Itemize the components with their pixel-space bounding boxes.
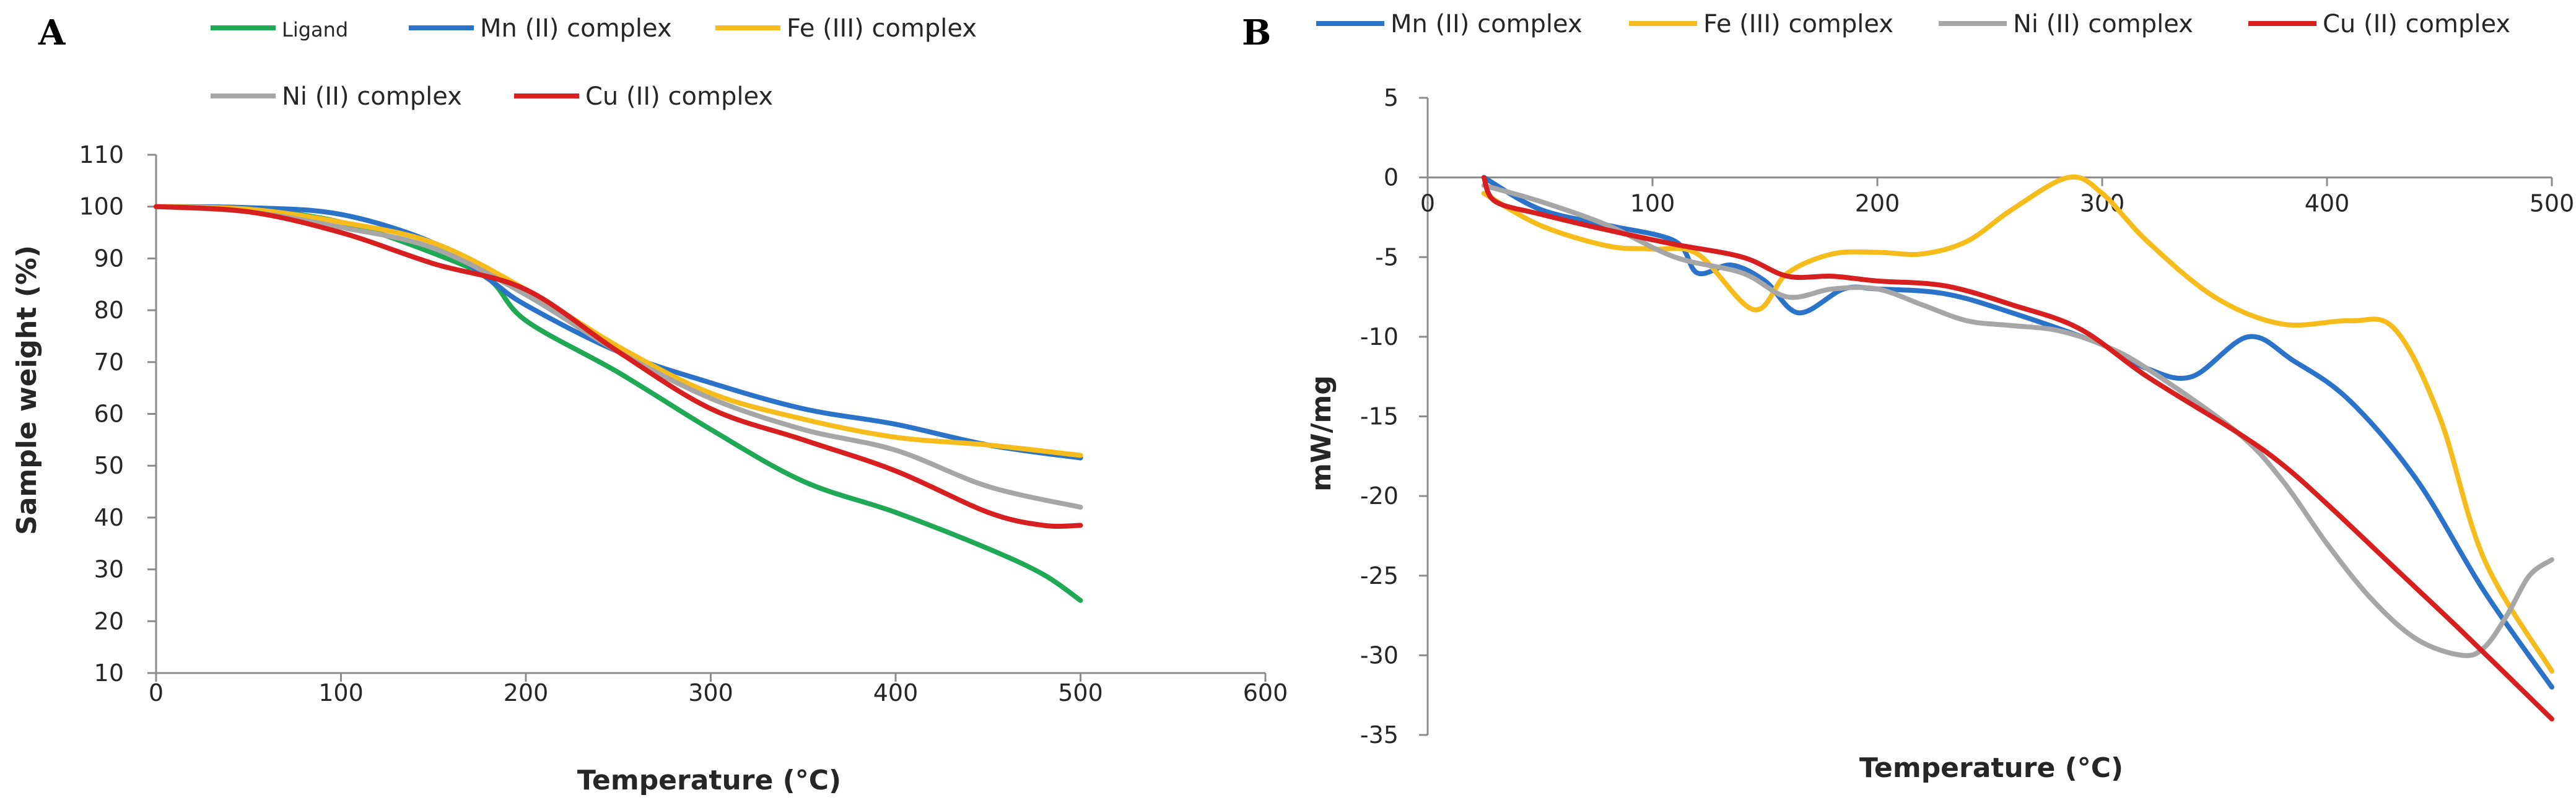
panel-b-x-label: Temperature (°C): [1859, 752, 2123, 784]
a-y-tick-label: 60: [94, 401, 124, 428]
a-legend-label-ligand: Ligand: [282, 18, 348, 41]
a-y-tick-label: 40: [94, 504, 124, 531]
b-y-tick-label: -30: [1360, 641, 1399, 669]
b-series-line-ni-ii-complex: [1481, 183, 2554, 658]
panel-a-y-label: Sample weight (%): [11, 245, 43, 535]
a-legend-label-ni-ii-complex: Ni (II) complex: [282, 82, 462, 111]
b-y-tick-label: 5: [1384, 84, 1399, 111]
b-legend-label-ni-ii-complex: Ni (II) complex: [2013, 10, 2193, 38]
legend-a: Ligand Mn (II) complex Fe (III) complex Ni …: [211, 14, 977, 111]
b-y-tick-label: -35: [1360, 721, 1399, 749]
a-y-tick-label: 100: [79, 193, 124, 220]
a-series-line-ni-ii-complex: [154, 204, 1083, 510]
a-y-tick-label: 110: [79, 141, 124, 168]
a-series-line-ligand: [154, 204, 1083, 603]
b-x-tick-label: 400: [2305, 190, 2350, 217]
a-y-tick-label: 10: [94, 659, 124, 687]
b-legend-label-mn-ii-complex: Mn (II) complex: [1391, 10, 1583, 38]
a-series-line-fe-iii-complex: [154, 204, 1083, 458]
legend-b: Mn (II) complex Fe (III) complex Ni (II) c…: [1316, 10, 2510, 38]
b-x-tick-label: 0: [1420, 190, 1435, 217]
panel-a-letter: A: [38, 12, 66, 53]
b-y-tick-label: -5: [1375, 243, 1399, 271]
b-x-tick-label: 100: [1630, 190, 1675, 217]
b-y-tick-label: -25: [1360, 562, 1399, 589]
panel-b: B Mn (II) complex Fe (III) complex Ni (II)…: [1242, 10, 2574, 784]
b-x-tick-label: 500: [2530, 190, 2575, 217]
panel-a-series: [154, 204, 1083, 603]
panel-b-y-label: mW/mg: [1306, 375, 1337, 492]
a-legend-label-fe-iii-complex: Fe (III) complex: [787, 14, 977, 43]
b-series-line-mn-ii-complex: [1481, 175, 2554, 690]
b-x-tick-label: 200: [1855, 190, 1900, 217]
a-y-tick-label: 80: [94, 297, 124, 324]
a-y-tick-label: 30: [94, 556, 124, 583]
b-series-line-fe-iii-complex: [1481, 174, 2554, 674]
a-x-tick-label: 400: [873, 679, 919, 706]
a-series-line-mn-ii-complex: [154, 204, 1083, 461]
panel-b-series: [1481, 174, 2554, 722]
panel-b-letter: B: [1242, 12, 1271, 53]
a-x-tick-label: 0: [149, 679, 164, 706]
panel-a-x-label: Temperature (°C): [577, 765, 841, 796]
a-x-tick-label: 600: [1243, 679, 1288, 706]
a-x-tick-label: 300: [688, 679, 733, 706]
b-legend-label-fe-iii-complex: Fe (III) complex: [1703, 10, 1893, 38]
a-y-tick-label: 70: [94, 349, 124, 376]
a-y-tick-label: 20: [94, 607, 124, 635]
a-legend-label-cu-ii-complex: Cu (II) complex: [585, 82, 773, 111]
a-legend-label-mn-ii-complex: Mn (II) complex: [480, 14, 672, 43]
b-series-line-cu-ii-complex: [1481, 175, 2554, 722]
a-x-tick-label: 500: [1058, 679, 1103, 706]
a-y-tick-label: 90: [94, 245, 124, 272]
b-legend-label-cu-ii-complex: Cu (II) complex: [2323, 10, 2510, 38]
b-y-tick-label: 0: [1384, 164, 1399, 191]
b-y-tick-label: -10: [1360, 323, 1399, 350]
panel-a: A Ligand Mn (II) complex Fe (III) complex N…: [11, 12, 1288, 796]
a-x-tick-label: 200: [504, 679, 549, 706]
b-y-tick-label: -20: [1360, 482, 1399, 510]
a-y-tick-label: 50: [94, 452, 124, 479]
a-series-line-cu-ii-complex: [154, 204, 1083, 529]
a-x-tick-label: 100: [318, 679, 364, 706]
panel-a-ticks: 0 100 200 300 400 500 600 10 20 30 40 50 60 70 80 90 100…: [79, 141, 1288, 706]
b-y-tick-label: -15: [1360, 403, 1399, 430]
